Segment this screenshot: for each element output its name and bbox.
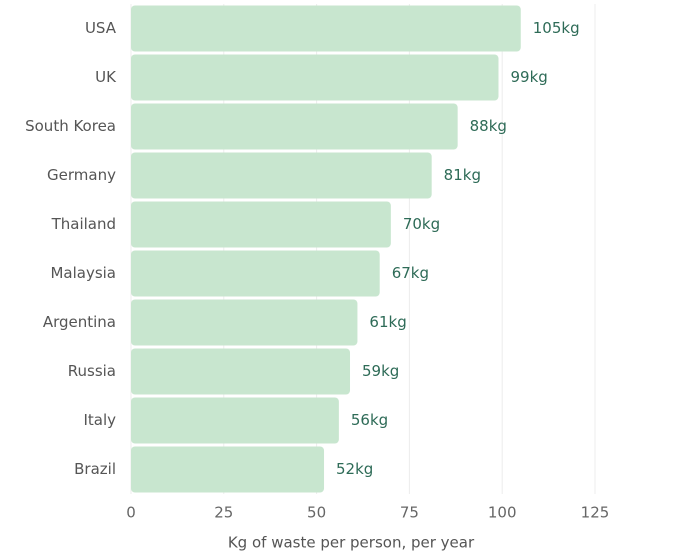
y-tick-label: Argentina: [43, 313, 116, 331]
x-tick-label: 25: [214, 504, 233, 522]
bar: [131, 201, 391, 248]
bar: [131, 348, 351, 395]
x-tick-label: 0: [126, 504, 136, 522]
x-tick-label: 50: [307, 504, 326, 522]
bar: [131, 103, 458, 150]
value-label: 81kg: [444, 166, 481, 184]
y-tick-label: Brazil: [74, 460, 116, 478]
value-label: 56kg: [351, 411, 388, 429]
value-label: 105kg: [533, 19, 580, 37]
bar: [131, 299, 358, 346]
value-label: 70kg: [403, 215, 440, 233]
value-label: 99kg: [510, 68, 547, 86]
bar: [131, 54, 499, 101]
x-tick-label: 125: [581, 504, 610, 522]
value-label: 59kg: [362, 362, 399, 380]
value-label: 67kg: [392, 264, 429, 282]
value-label: 88kg: [470, 117, 507, 135]
bar: [131, 397, 339, 444]
y-tick-label: Germany: [47, 166, 116, 184]
x-tick-label: 100: [488, 504, 517, 522]
y-tick-label: South Korea: [25, 117, 116, 135]
y-tick-label: Thailand: [51, 215, 116, 233]
y-tick-label: UK: [95, 68, 117, 86]
value-label: 61kg: [369, 313, 406, 331]
x-axis-title: Kg of waste per person, per year: [228, 534, 475, 552]
bar: [131, 446, 325, 493]
value-label: 52kg: [336, 460, 373, 478]
y-tick-label: Russia: [68, 362, 116, 380]
x-tick-label: 75: [400, 504, 419, 522]
y-tick-label: Italy: [83, 411, 116, 429]
bar: [131, 250, 380, 297]
bar: [131, 152, 432, 199]
bar: [131, 5, 521, 52]
y-tick-label: USA: [85, 19, 117, 37]
y-tick-label: Malaysia: [50, 264, 116, 282]
